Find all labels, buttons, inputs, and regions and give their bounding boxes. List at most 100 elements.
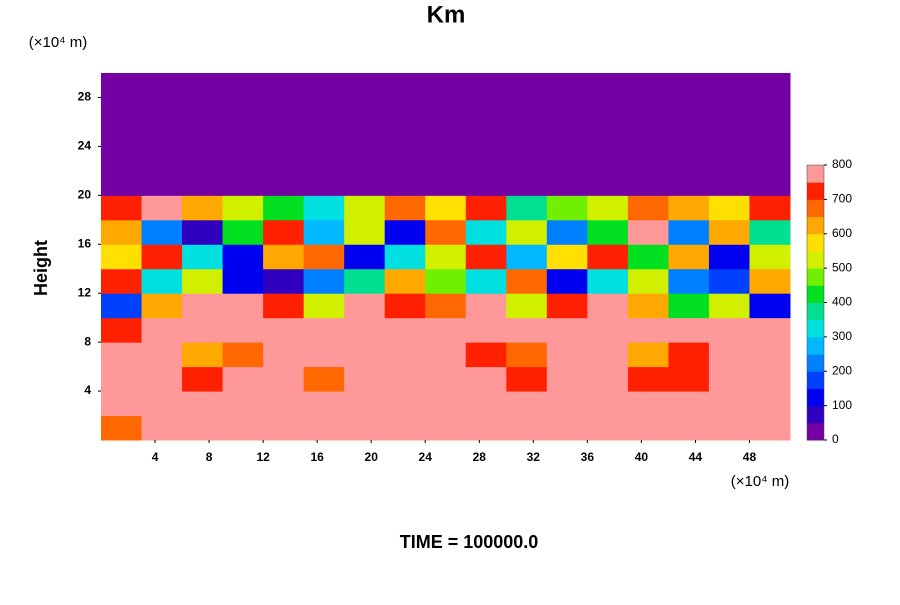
y-tick-label: 20 [78, 188, 92, 202]
heat-cell [506, 268, 548, 294]
heat-cell [627, 366, 669, 392]
heat-cell [546, 391, 588, 417]
heat-cell [668, 293, 710, 319]
heat-cell [587, 146, 629, 172]
x-tick-label: 24 [419, 450, 433, 464]
heat-cell [749, 268, 791, 294]
heat-cell [141, 170, 183, 196]
heat-cell [303, 219, 345, 245]
colorbar-band [807, 422, 824, 441]
heat-cell [465, 342, 507, 368]
heat-cell [222, 268, 264, 294]
heat-cell [708, 195, 750, 221]
heat-cell [668, 268, 710, 294]
heat-cell [668, 317, 710, 343]
colorbar-tick-label: 600 [832, 226, 852, 240]
heat-cell [182, 391, 224, 417]
heat-cell [141, 366, 183, 392]
heat-cell [384, 146, 426, 172]
heat-cell [101, 342, 143, 368]
heat-cell [101, 415, 143, 441]
heat-cell [546, 293, 588, 319]
heat-cell [182, 415, 224, 441]
heat-cell [263, 121, 305, 147]
colorbar-tick-label: 0 [832, 432, 839, 446]
colorbar-band [807, 302, 824, 321]
heat-cell [303, 244, 345, 270]
heat-cell [222, 366, 264, 392]
heat-cell [182, 366, 224, 392]
heat-cell [749, 170, 791, 196]
heat-cell [344, 97, 386, 123]
y-tick-label: 8 [84, 334, 91, 348]
heat-cell [627, 244, 669, 270]
heat-cell [344, 244, 386, 270]
heat-cell [384, 415, 426, 441]
heat-cell [344, 366, 386, 392]
heat-cell [384, 366, 426, 392]
heat-cell [425, 391, 467, 417]
heat-cell [344, 121, 386, 147]
heat-cell [546, 268, 588, 294]
heat-cell [182, 268, 224, 294]
heat-cell [222, 121, 264, 147]
heat-cell [749, 73, 791, 98]
heat-cell [465, 219, 507, 245]
heat-cell [303, 73, 345, 98]
heat-cell [465, 244, 507, 270]
heat-cell [465, 268, 507, 294]
heat-cell [141, 342, 183, 368]
heat-cell [222, 415, 264, 441]
heat-cell [587, 219, 629, 245]
heat-cell [182, 146, 224, 172]
colorbar-tick-label: 400 [832, 295, 852, 309]
heat-cell [303, 366, 345, 392]
heat-cell [749, 293, 791, 319]
heat-cell [425, 268, 467, 294]
heat-cell [506, 244, 548, 270]
heat-cell [101, 146, 143, 172]
heat-cell [708, 268, 750, 294]
heat-cell [182, 73, 224, 98]
heat-cell [263, 391, 305, 417]
heat-cell [465, 415, 507, 441]
heat-cell [708, 415, 750, 441]
heat-cell [465, 317, 507, 343]
heat-cell [263, 293, 305, 319]
heat-cell [222, 391, 264, 417]
heat-cell [182, 97, 224, 123]
x-tick-label: 8 [206, 450, 213, 464]
heat-cell [425, 317, 467, 343]
heat-cell [303, 195, 345, 221]
heat-cell [384, 170, 426, 196]
x-tick-label: 44 [689, 450, 703, 464]
heat-cell [141, 391, 183, 417]
heat-cell [263, 366, 305, 392]
heat-cell [627, 73, 669, 98]
heat-cell [141, 317, 183, 343]
heat-cell [749, 366, 791, 392]
heat-cell [506, 97, 548, 123]
heat-cell [708, 121, 750, 147]
heat-cell [546, 73, 588, 98]
heat-cell [627, 342, 669, 368]
heat-cell [708, 293, 750, 319]
heat-cell [749, 195, 791, 221]
heat-cell [101, 219, 143, 245]
heat-cell [344, 73, 386, 98]
colorbar-band [807, 354, 824, 372]
heat-cell [465, 170, 507, 196]
y-tick-label: 24 [78, 139, 92, 153]
colorbar-band [807, 336, 824, 355]
y-tick-label: 28 [78, 90, 92, 104]
heat-cell [465, 293, 507, 319]
heat-cell [587, 121, 629, 147]
heat-cell [182, 195, 224, 221]
heat-cell [587, 268, 629, 294]
heat-cell [141, 219, 183, 245]
heat-cell [627, 97, 669, 123]
x-unit-label: (×10⁴ m) [731, 473, 790, 490]
heat-cell [708, 317, 750, 343]
heat-cell [587, 244, 629, 270]
heat-cell [708, 146, 750, 172]
